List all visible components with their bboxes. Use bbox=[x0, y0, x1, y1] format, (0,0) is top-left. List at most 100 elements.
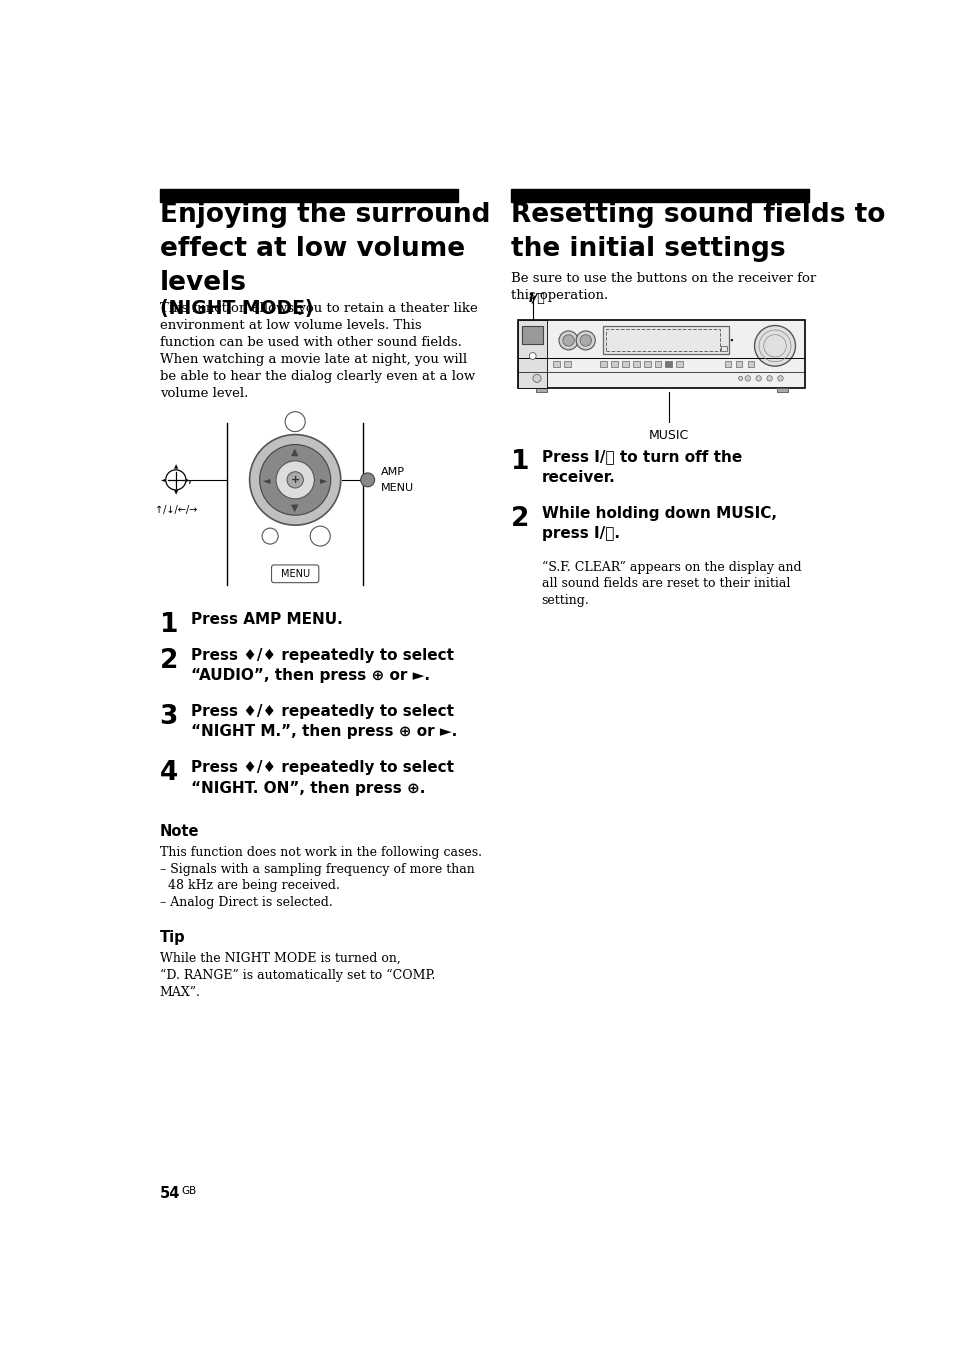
Text: I/⏻: I/⏻ bbox=[528, 292, 545, 304]
Text: Enjoying the surround: Enjoying the surround bbox=[159, 203, 490, 228]
Text: +: + bbox=[291, 475, 299, 485]
Bar bbox=[522, 326, 542, 343]
Text: press I/⏻.: press I/⏻. bbox=[541, 526, 619, 541]
Text: “D. RANGE” is automatically set to “COMP.: “D. RANGE” is automatically set to “COMP… bbox=[159, 969, 435, 982]
Bar bbox=[563, 361, 571, 368]
Circle shape bbox=[755, 376, 760, 381]
Text: setting.: setting. bbox=[541, 595, 589, 607]
Text: – Signals with a sampling frequency of more than: – Signals with a sampling frequency of m… bbox=[159, 863, 474, 876]
Text: While the NIGHT MODE is turned on,: While the NIGHT MODE is turned on, bbox=[159, 952, 400, 965]
Circle shape bbox=[533, 375, 540, 383]
Text: ▲: ▲ bbox=[173, 464, 178, 469]
Text: (NIGHT MODE): (NIGHT MODE) bbox=[159, 299, 313, 318]
Circle shape bbox=[287, 472, 303, 488]
Text: 54: 54 bbox=[159, 1186, 180, 1202]
Text: Be sure to use the buttons on the receiver for: Be sure to use the buttons on the receiv… bbox=[510, 272, 815, 284]
Circle shape bbox=[262, 529, 278, 544]
Bar bbox=[654, 361, 660, 368]
Bar bbox=[610, 361, 618, 368]
Bar bbox=[159, 189, 457, 203]
FancyBboxPatch shape bbox=[272, 565, 318, 583]
Text: – Analog Direct is selected.: – Analog Direct is selected. bbox=[159, 896, 332, 910]
Text: 48 kHz are being received.: 48 kHz are being received. bbox=[159, 880, 339, 892]
Text: receiver.: receiver. bbox=[541, 470, 615, 485]
Text: AMP: AMP bbox=[380, 468, 404, 477]
Text: all sound fields are reset to their initial: all sound fields are reset to their init… bbox=[541, 577, 789, 591]
Text: ►: ► bbox=[186, 477, 191, 483]
Circle shape bbox=[777, 376, 782, 381]
Text: GB: GB bbox=[181, 1186, 196, 1197]
Circle shape bbox=[275, 461, 314, 499]
Text: When watching a movie late at night, you will: When watching a movie late at night, you… bbox=[159, 353, 466, 366]
Text: be able to hear the dialog clearly even at a low: be able to hear the dialog clearly even … bbox=[159, 370, 475, 383]
Text: 1: 1 bbox=[510, 449, 529, 476]
Text: this operation.: this operation. bbox=[510, 288, 607, 301]
Text: levels: levels bbox=[159, 270, 246, 296]
Text: 2: 2 bbox=[510, 506, 529, 531]
Text: ▼: ▼ bbox=[173, 491, 178, 495]
Bar bbox=[747, 361, 753, 368]
Text: effect at low volume: effect at low volume bbox=[159, 237, 464, 262]
Text: volume level.: volume level. bbox=[159, 387, 248, 400]
Text: This function allows you to retain a theater like: This function allows you to retain a the… bbox=[159, 303, 476, 315]
Text: Resetting sound fields to: Resetting sound fields to bbox=[510, 203, 884, 228]
Text: ↑/↓/←/→: ↑/↓/←/→ bbox=[154, 506, 196, 515]
Bar bbox=[552, 361, 559, 368]
Bar bbox=[602, 326, 728, 354]
Text: 2: 2 bbox=[159, 648, 178, 673]
Bar bbox=[632, 361, 639, 368]
Bar bbox=[599, 361, 606, 368]
Circle shape bbox=[562, 335, 574, 346]
Text: ◄: ◄ bbox=[263, 475, 271, 485]
Bar bbox=[720, 346, 726, 352]
Circle shape bbox=[738, 376, 741, 380]
Text: Press AMP MENU.: Press AMP MENU. bbox=[191, 612, 342, 627]
Text: the initial settings: the initial settings bbox=[510, 237, 784, 262]
Text: This function does not work in the following cases.: This function does not work in the follo… bbox=[159, 845, 481, 859]
Bar bbox=[676, 361, 682, 368]
Text: environment at low volume levels. This: environment at low volume levels. This bbox=[159, 319, 420, 333]
Bar bbox=[736, 361, 741, 368]
Text: “NIGHT M.”, then press ⊕ or ►.: “NIGHT M.”, then press ⊕ or ►. bbox=[191, 725, 456, 740]
Circle shape bbox=[310, 526, 330, 546]
Text: Press ♦/♦ repeatedly to select: Press ♦/♦ repeatedly to select bbox=[191, 760, 453, 775]
Circle shape bbox=[754, 326, 795, 366]
Circle shape bbox=[579, 335, 591, 346]
Text: function can be used with other sound fields.: function can be used with other sound fi… bbox=[159, 337, 461, 349]
Text: Note: Note bbox=[159, 825, 199, 840]
Circle shape bbox=[360, 473, 375, 487]
Circle shape bbox=[766, 376, 772, 381]
Text: MENU: MENU bbox=[380, 483, 414, 492]
Text: 3: 3 bbox=[159, 704, 178, 730]
Bar bbox=[517, 320, 546, 388]
Text: ►: ► bbox=[319, 475, 327, 485]
Bar bbox=[643, 361, 650, 368]
Text: MENU: MENU bbox=[280, 569, 310, 579]
Text: MAX”.: MAX”. bbox=[159, 986, 200, 999]
Text: ▲: ▲ bbox=[291, 446, 298, 457]
Bar bbox=[665, 361, 672, 368]
Circle shape bbox=[744, 376, 750, 381]
Circle shape bbox=[166, 470, 186, 489]
Text: “AUDIO”, then press ⊕ or ►.: “AUDIO”, then press ⊕ or ►. bbox=[191, 668, 429, 683]
Text: Press I/⏻ to turn off the: Press I/⏻ to turn off the bbox=[541, 449, 741, 465]
Text: 1: 1 bbox=[159, 612, 178, 638]
Bar bbox=[517, 320, 804, 388]
Bar bbox=[605, 329, 720, 352]
Text: “S.F. CLEAR” appears on the display and: “S.F. CLEAR” appears on the display and bbox=[541, 560, 801, 573]
Bar bbox=[724, 361, 730, 368]
Circle shape bbox=[285, 411, 305, 431]
Text: ◄: ◄ bbox=[161, 477, 165, 483]
Text: Press ♦/♦ repeatedly to select: Press ♦/♦ repeatedly to select bbox=[191, 648, 453, 662]
Text: ▼: ▼ bbox=[291, 503, 298, 512]
Text: “NIGHT. ON”, then press ⊕.: “NIGHT. ON”, then press ⊕. bbox=[191, 780, 424, 795]
Text: While holding down MUSIC,: While holding down MUSIC, bbox=[541, 506, 776, 521]
Text: Press ♦/♦ repeatedly to select: Press ♦/♦ repeatedly to select bbox=[191, 704, 453, 719]
Circle shape bbox=[576, 331, 595, 350]
Circle shape bbox=[558, 331, 578, 350]
Circle shape bbox=[259, 445, 331, 515]
Text: MUSIC: MUSIC bbox=[648, 429, 688, 442]
Bar bbox=[510, 189, 808, 203]
Circle shape bbox=[730, 339, 732, 341]
Bar bbox=[621, 361, 628, 368]
